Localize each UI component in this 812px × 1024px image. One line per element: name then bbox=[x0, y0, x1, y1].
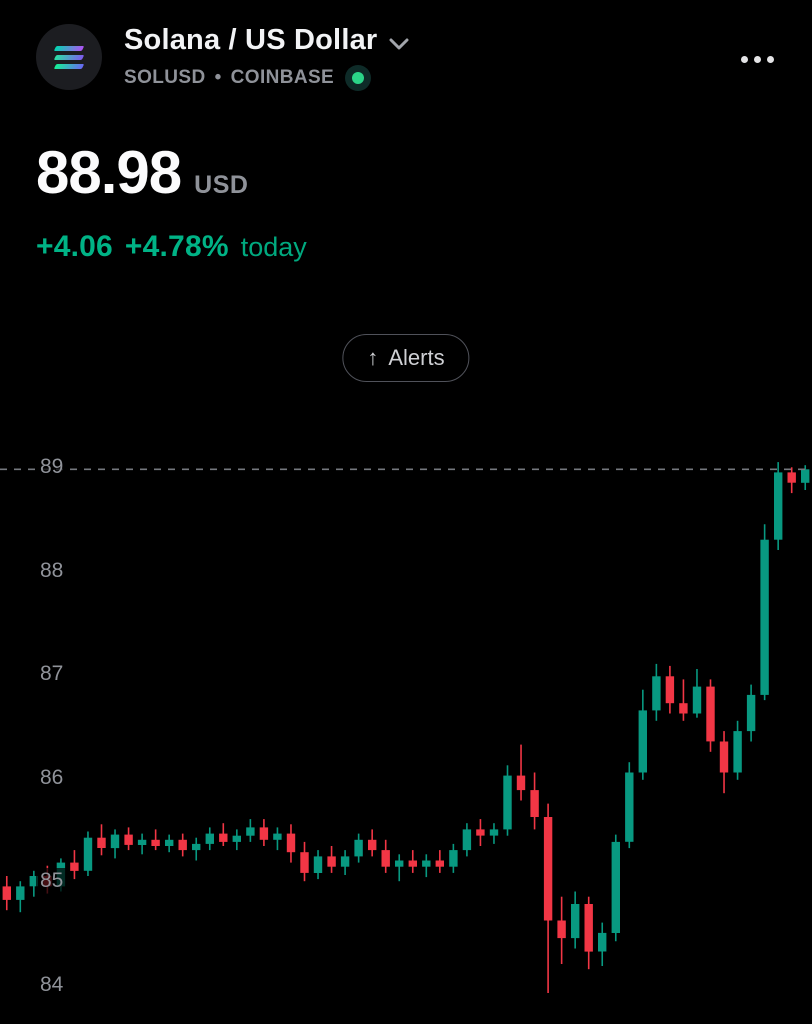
candlestick-chart[interactable]: 89 88 87 86 85 84 bbox=[0, 430, 812, 1024]
title-block: Solana / US Dollar SOLUSD • COINBASE bbox=[124, 24, 733, 91]
price-currency: USD bbox=[194, 171, 249, 199]
symbol-selector[interactable]: Solana / US Dollar bbox=[124, 24, 733, 57]
price-row: 88.98 USD bbox=[36, 138, 248, 207]
solana-logo-bar bbox=[53, 63, 85, 69]
alert-arrow-icon: ↑ bbox=[367, 345, 379, 370]
solana-logo-icon bbox=[36, 24, 102, 90]
symbol-label: SOLUSD bbox=[124, 67, 206, 88]
solana-logo-bar bbox=[53, 54, 85, 60]
price-value: 88.98 bbox=[36, 139, 182, 206]
market-open-dot bbox=[352, 72, 365, 84]
exchange-label: COINBASE bbox=[230, 67, 335, 88]
header: Solana / US Dollar SOLUSD • COINBASE bbox=[36, 24, 782, 91]
pair-title: Solana / US Dollar bbox=[124, 24, 378, 56]
solana-logo-bar bbox=[53, 45, 85, 51]
more-options-button[interactable] bbox=[733, 48, 782, 71]
chevron-down-icon bbox=[389, 38, 409, 50]
symbol-exchange-row: SOLUSD • COINBASE bbox=[124, 65, 733, 91]
change-period: today bbox=[240, 232, 307, 262]
market-status-icon bbox=[345, 65, 372, 91]
alerts-button-label: Alerts bbox=[388, 345, 445, 370]
change-row: +4.06 +4.78% today bbox=[36, 230, 307, 264]
bullet-separator: • bbox=[214, 67, 222, 88]
change-percent: +4.78% bbox=[124, 230, 229, 263]
ellipsis-dot bbox=[754, 56, 761, 63]
change-absolute: +4.06 bbox=[36, 230, 113, 263]
alerts-button[interactable]: ↑ Alerts bbox=[342, 334, 470, 382]
candlestick-svg bbox=[0, 462, 812, 993]
ellipsis-dot bbox=[767, 56, 774, 63]
ellipsis-dot bbox=[741, 56, 748, 63]
